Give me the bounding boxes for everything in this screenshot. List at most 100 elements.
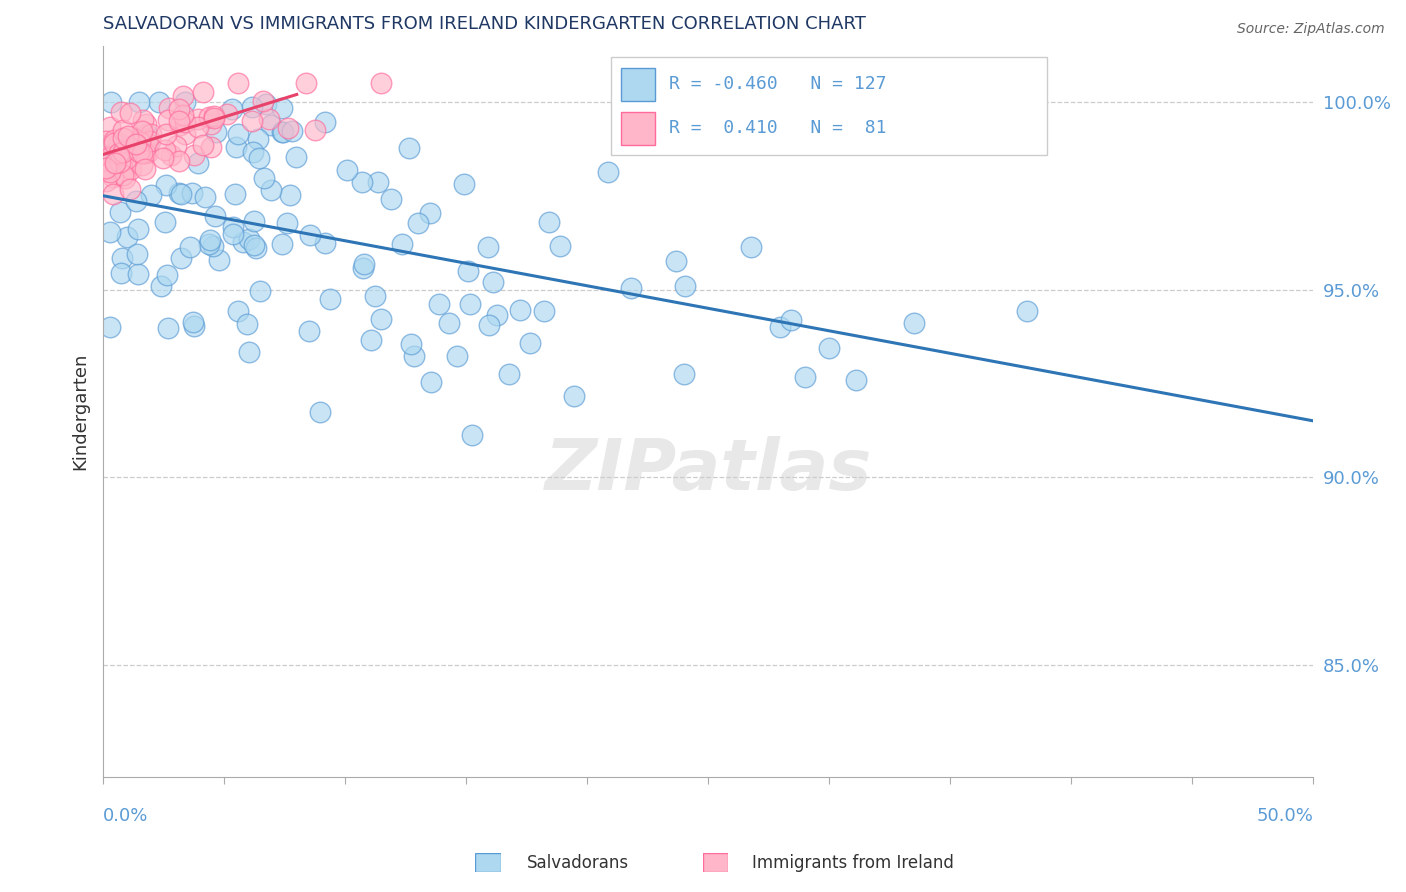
Point [132,130,155,145]
Point [260,184,283,198]
Point [187,120,209,135]
Point [94,161,117,176]
Point [249,284,271,298]
Point [314,236,336,251]
Point [94,161,117,175]
Point [222,219,245,234]
Point [769,319,792,334]
Point [446,350,468,364]
Point [170,186,193,201]
Text: R =  0.410   N =  81: R = 0.410 N = 81 [669,120,887,137]
Point [181,315,204,329]
Point [1015,303,1038,318]
Point [238,232,260,246]
Point [257,112,280,127]
Point [165,138,187,153]
Point [419,206,441,220]
Point [205,125,228,139]
Point [112,131,135,145]
Point [105,155,128,169]
Y-axis label: Kindergarten: Kindergarten [72,353,89,470]
Point [98,150,121,164]
Point [105,149,128,163]
Point [352,176,374,190]
Point [398,141,420,155]
Point [486,308,509,322]
Point [200,140,222,154]
Point [278,187,301,202]
Point [236,318,259,332]
Point [221,103,243,117]
Point [294,76,316,90]
Point [172,89,194,103]
Point [114,170,136,185]
Point [150,279,173,293]
Point [103,169,125,184]
FancyBboxPatch shape [612,56,1047,155]
Point [271,237,294,252]
Point [271,102,294,116]
Point [620,280,643,294]
Point [226,127,249,141]
Point [100,225,122,239]
Point [187,156,209,170]
Point [276,216,298,230]
Point [845,373,868,387]
Point [271,126,294,140]
Point [498,367,520,381]
Point [370,76,392,90]
Point [202,111,225,125]
Point [226,304,249,318]
Point [537,215,560,229]
Point [131,146,153,161]
Point [780,313,803,327]
Point [222,227,245,241]
Point [391,236,413,251]
Point [197,236,219,251]
Point [120,105,142,120]
Point [419,375,441,389]
Point [217,107,239,121]
Text: Source: ZipAtlas.com: Source: ZipAtlas.com [1237,22,1385,37]
Point [127,246,149,260]
Point [135,117,157,131]
Point [128,95,150,109]
Point [404,349,426,363]
Point [228,76,250,90]
FancyBboxPatch shape [621,112,655,145]
Point [336,162,359,177]
Point [125,194,148,208]
Point [135,128,157,142]
Point [121,162,143,177]
Text: R = -0.460   N = 127: R = -0.460 N = 127 [669,76,887,94]
Point [108,146,131,161]
Point [131,158,153,172]
Point [155,127,177,141]
Text: SALVADORAN VS IMMIGRANTS FROM IRELAND KINDERGARTEN CORRELATION CHART: SALVADORAN VS IMMIGRANTS FROM IRELAND KI… [103,15,866,33]
Point [309,405,332,419]
Point [181,186,204,200]
Point [202,239,225,253]
Point [107,137,129,152]
Point [141,187,163,202]
Point [101,161,124,176]
Point [202,109,225,123]
Point [122,136,145,151]
Point [170,251,193,265]
Point [115,229,138,244]
Point [453,177,475,191]
Point [596,165,619,179]
Point [665,253,688,268]
Point [103,133,125,147]
Point [548,238,571,252]
Point [167,114,190,128]
Point [242,145,264,160]
Point [128,145,150,160]
Point [794,369,817,384]
Point [111,251,134,265]
Point [478,318,501,333]
Point [96,135,118,149]
Point [174,95,197,109]
Point [242,214,264,228]
Point [148,95,170,109]
